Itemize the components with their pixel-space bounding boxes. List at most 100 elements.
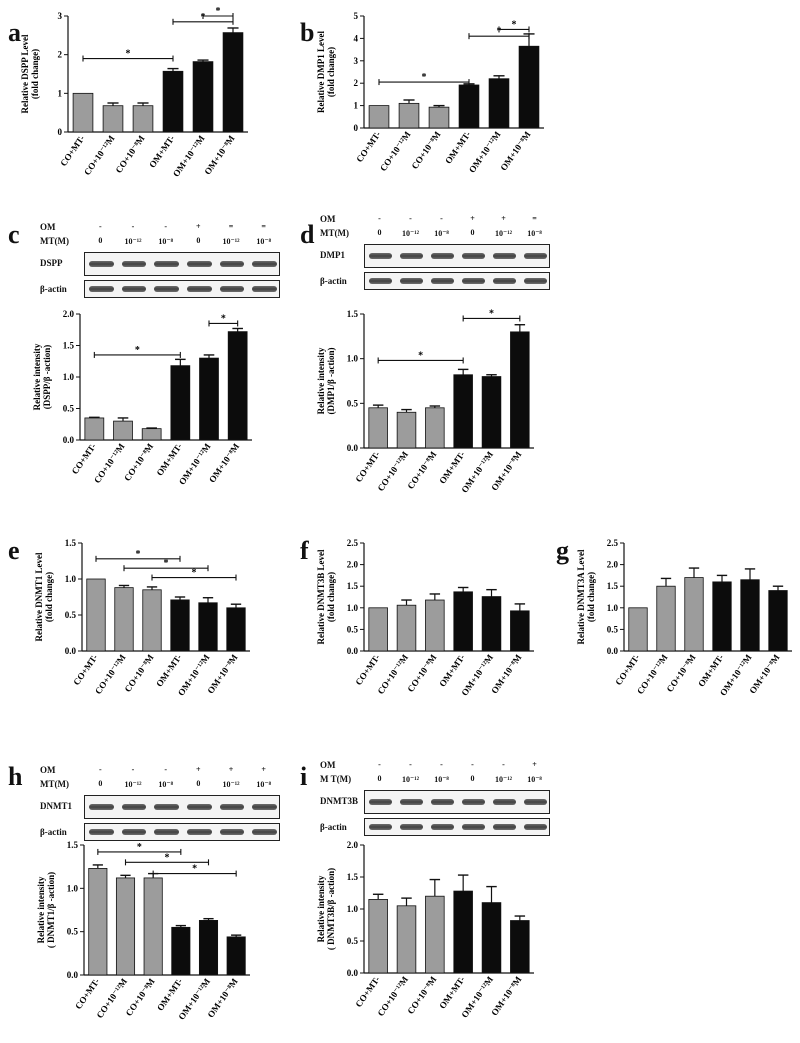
y-tick-label: 1.0 (67, 883, 79, 893)
om-mark: - (378, 214, 381, 223)
bar (102, 105, 124, 133)
mt-mark: 10⁻⁸ (527, 775, 542, 784)
category-label: OM+MT- (437, 974, 467, 1010)
bar (226, 607, 246, 652)
chart-e: 0.0 0.5 1.0 1.5 Relative DNMT1 Level (fold ch… (34, 538, 250, 698)
blot-target-label: DSPP (40, 258, 63, 268)
control-band (219, 829, 245, 835)
control-band (369, 824, 392, 830)
y-tick-label: 3 (58, 11, 63, 21)
y-tick-label: 0 (354, 123, 359, 133)
blot-target-strip (364, 790, 550, 814)
blot-row-label-mt: MT(M) (40, 236, 69, 246)
control-band (252, 829, 277, 835)
category-label: CO+MT- (353, 652, 381, 687)
y-tick-label: 2 (354, 78, 359, 88)
bar (88, 868, 108, 976)
blot-target-strip (364, 244, 550, 268)
blot-row-label-om: OM (40, 222, 56, 232)
y-tick-label: 0.5 (63, 404, 75, 414)
category-label: CO+10⁻⁸M (405, 974, 438, 1016)
mt-mark: 10⁻¹² (124, 780, 142, 789)
y-axis-label: (fold change) (30, 49, 40, 99)
category-label: CO+MT- (58, 133, 86, 168)
significance-star: * (192, 864, 197, 875)
y-tick-label: 0.0 (347, 646, 359, 656)
y-axis-label: (fold change) (44, 572, 54, 622)
y-tick-label: 0.0 (347, 968, 359, 978)
om-mark: - (471, 760, 474, 769)
blot-target-label: DNMT3B (320, 796, 358, 806)
bar (115, 877, 136, 976)
control-band (219, 286, 245, 292)
target-band (462, 253, 485, 259)
y-axis-label: (fold change) (326, 572, 336, 622)
y-tick-label: 0.0 (607, 646, 619, 656)
mt-mark: 10⁻¹² (401, 229, 420, 238)
om-mark: = (261, 222, 266, 231)
y-tick-label: 1.0 (607, 603, 619, 613)
target-band (89, 261, 114, 267)
y-tick-label: 2.0 (347, 560, 359, 570)
control-band (431, 824, 454, 830)
y-tick-label: 0.5 (607, 624, 619, 634)
chart-a: 0 1 2 3 Relative DSPP Level (fold change) CO+M… (20, 6, 248, 179)
category-label: OM+10⁻¹²M (171, 133, 207, 179)
significance-star: * (512, 19, 517, 30)
bar (396, 411, 417, 449)
significance-star: * (418, 350, 423, 361)
y-axis-label: Relative intensity (316, 875, 326, 942)
om-mark: - (131, 222, 135, 231)
chart-d: 0.0 0.5 1.0 1.5 Relative intensity (DMP1/β -a… (316, 308, 534, 495)
y-tick-label: 5 (354, 11, 359, 21)
category-label: OM+MT- (155, 976, 185, 1012)
control-band (187, 829, 212, 835)
bar (143, 877, 163, 976)
control-band (154, 829, 179, 835)
bar (510, 610, 530, 652)
significance-star: * (135, 345, 140, 356)
om-mark: - (164, 765, 167, 774)
om-mark: + (470, 214, 475, 223)
bar (199, 357, 219, 441)
om-mark: - (440, 760, 443, 769)
bar (170, 365, 191, 441)
bar (656, 585, 676, 652)
y-tick-label: 1.5 (347, 309, 359, 319)
target-band (121, 261, 147, 267)
bar (368, 899, 388, 974)
blot-control-label: β-actin (40, 284, 67, 294)
bar (171, 926, 191, 976)
significance-star: * (216, 6, 221, 17)
blot-row-label-mt: M T(M) (320, 774, 352, 784)
blot-row-label-mt: MT(M) (40, 779, 69, 789)
target-band (400, 253, 423, 259)
category-label: CO+10⁻¹²M (82, 133, 117, 177)
target-band (493, 799, 516, 805)
category-label: OM+10⁻⁸M (202, 133, 237, 176)
blot-h: OM MT(M) - - - + + +0 10⁻¹² 10⁻⁸ 0 10⁻¹² 10⁻⁸ DNMT1 β-… (40, 765, 280, 847)
target-band (431, 799, 454, 805)
mt-mark: 10⁻⁸ (434, 775, 449, 784)
mt-mark: 0 (196, 236, 201, 245)
om-mark: = (228, 222, 234, 231)
control-band (400, 824, 423, 830)
mt-mark: 10⁻¹² (494, 775, 513, 784)
control-band (462, 824, 485, 830)
y-tick-label: 2.0 (607, 560, 619, 570)
target-band (187, 261, 212, 267)
panel-letter-c: c (8, 220, 20, 249)
mt-mark: 10⁻⁸ (158, 237, 173, 246)
control-band (493, 824, 516, 830)
chart-h: 0.0 0.5 1.0 1.5 Relative intensity( DNMT1/β … (36, 840, 250, 1022)
bar (162, 70, 184, 133)
control-band (187, 286, 212, 292)
y-axis-label: Relative DNMT3A Level (576, 549, 586, 644)
bar (114, 587, 134, 652)
y-tick-label: 3 (354, 56, 359, 66)
bar (222, 32, 244, 133)
mt-mark: 10⁻¹² (401, 775, 420, 784)
bar (396, 604, 417, 652)
mt-mark: 0 (98, 779, 103, 788)
